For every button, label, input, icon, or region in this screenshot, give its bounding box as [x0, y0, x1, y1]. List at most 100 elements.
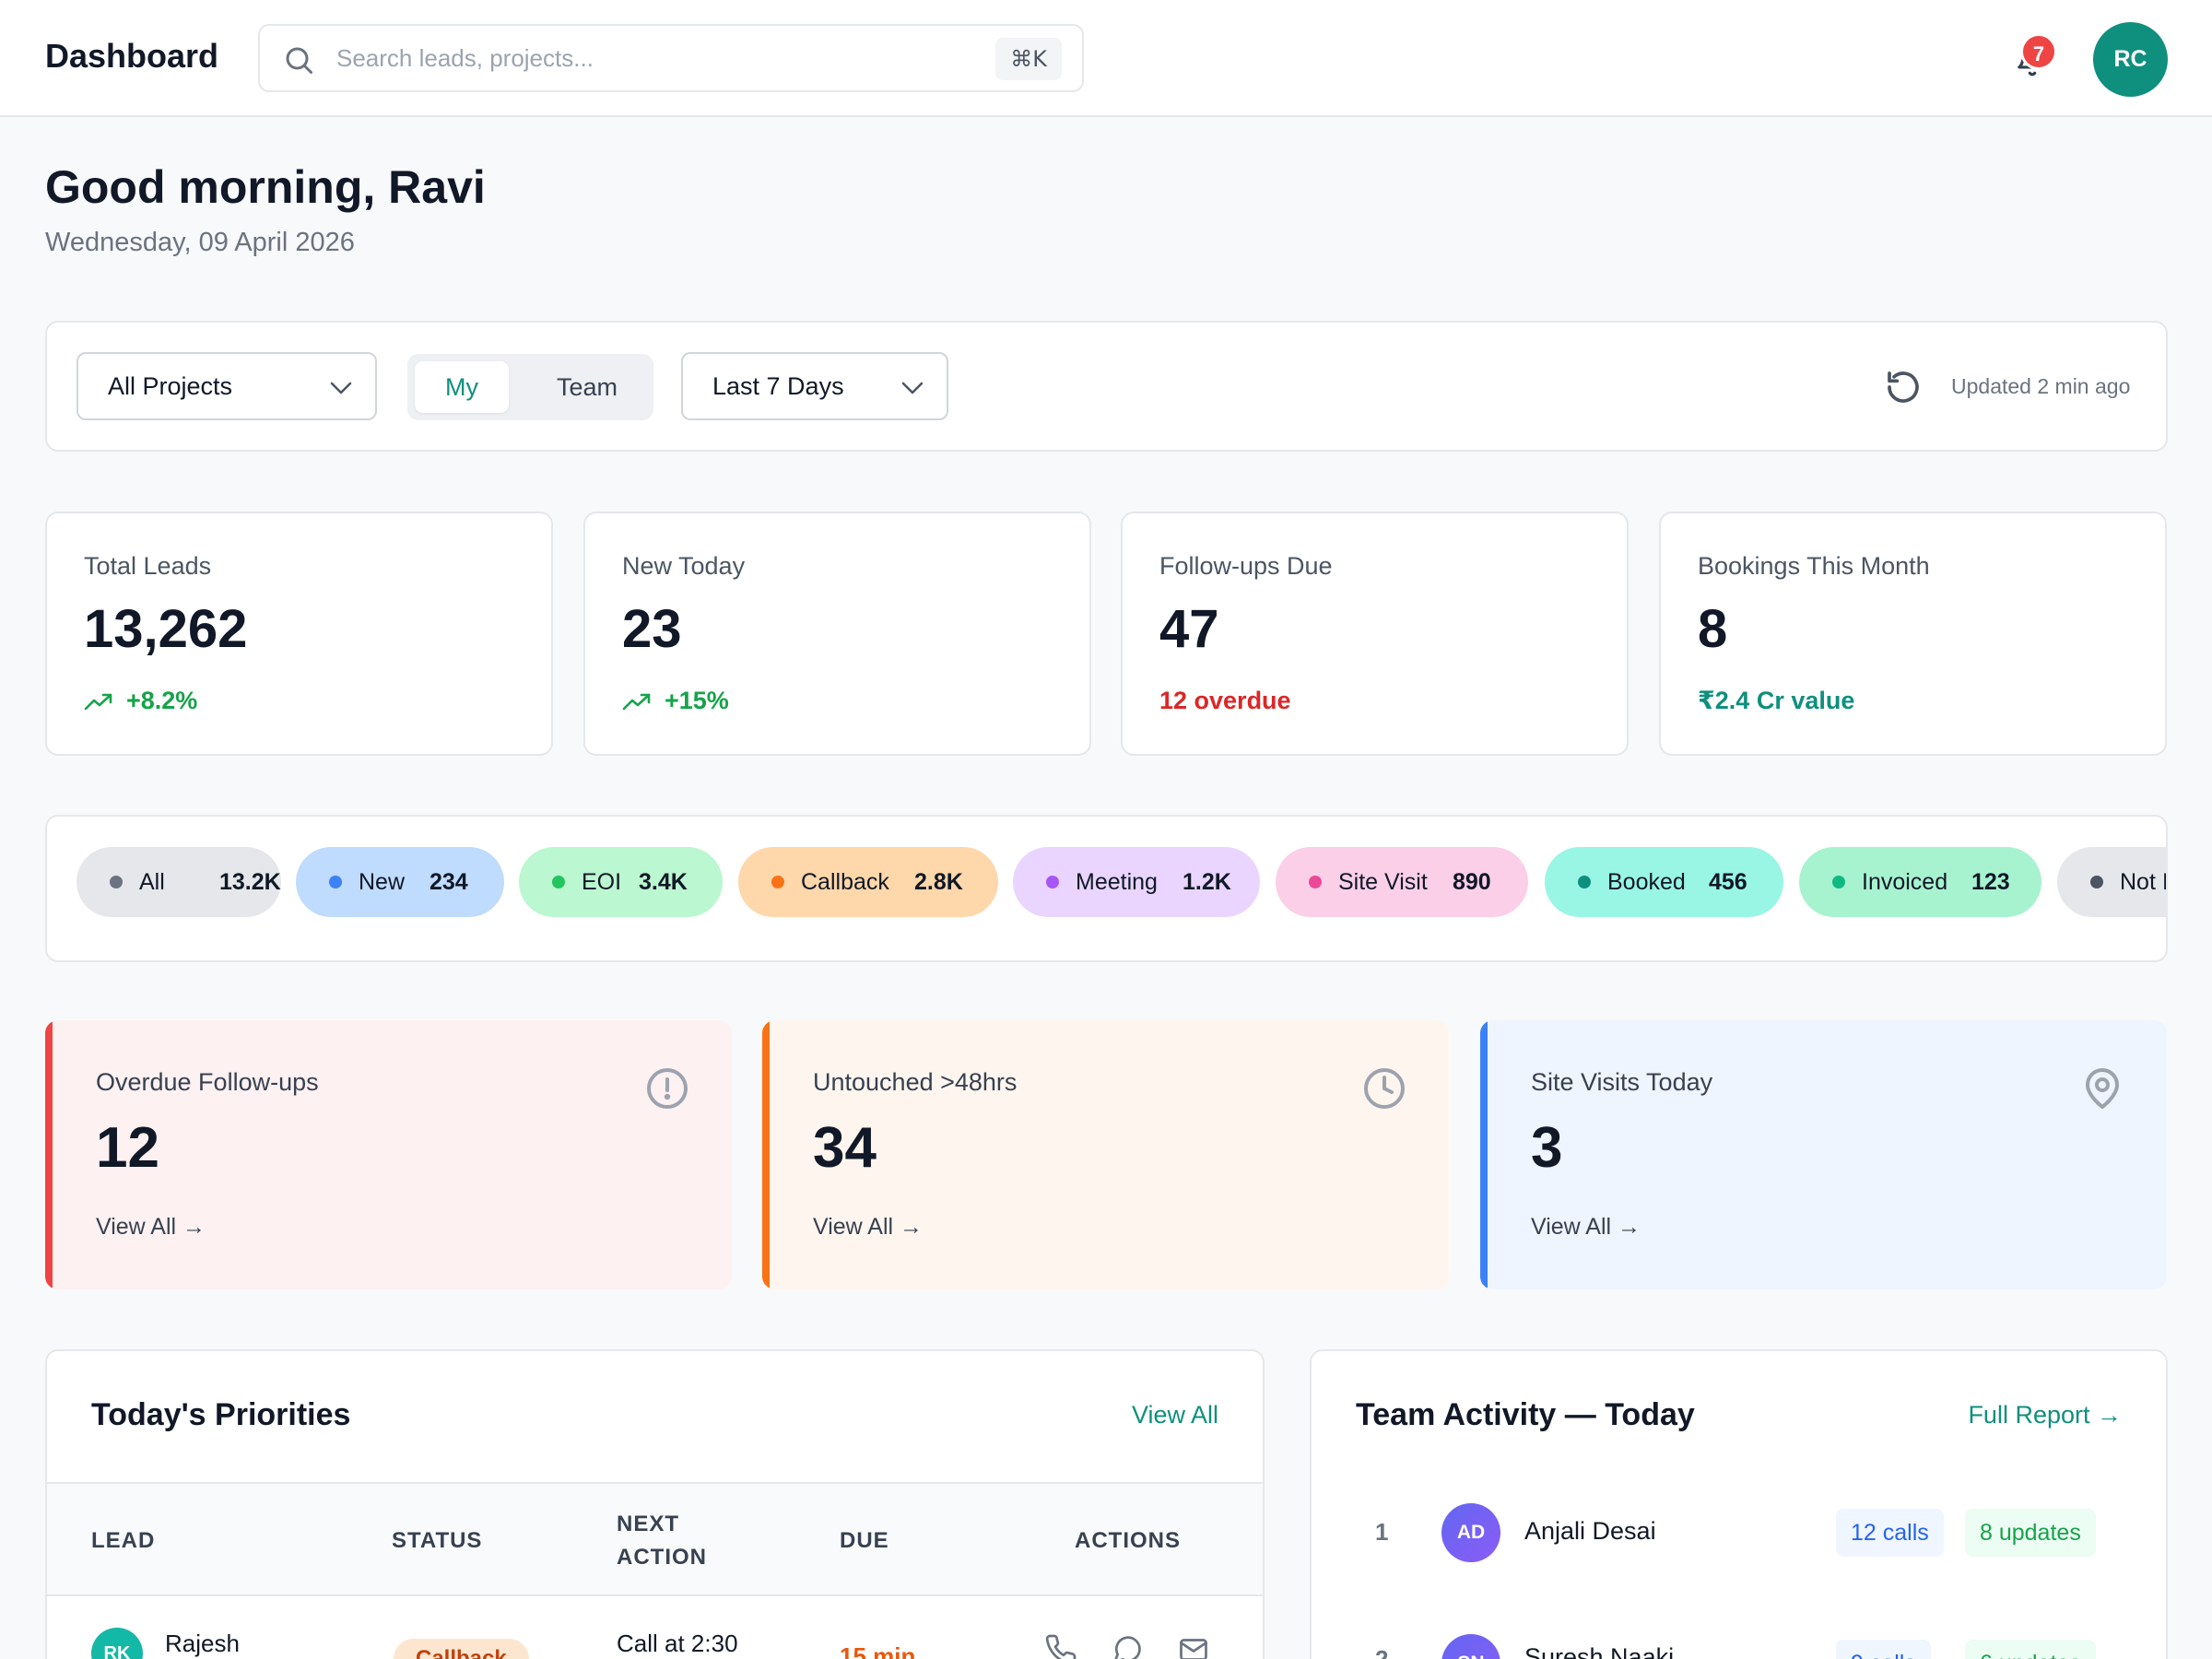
- column-header-status: STATUS: [392, 1528, 483, 1553]
- scope-my-button[interactable]: My: [415, 361, 509, 413]
- kpi-trend-value: +15%: [665, 687, 729, 714]
- status-chip-invoiced[interactable]: Invoiced 123: [1799, 847, 2041, 917]
- kpi-booking-value: ₹2.4 Cr value: [1698, 687, 1855, 714]
- status-chip-bar: All 13.2K New 234 EOI 3.4K Callback 2.8K…: [45, 815, 2168, 962]
- alert-overdue-followups[interactable]: Overdue Follow-ups 12 View All →: [45, 1020, 732, 1289]
- status-dot: [1578, 876, 1591, 888]
- priorities-title: Today's Priorities: [91, 1397, 351, 1432]
- scope-toggle: My Team: [407, 354, 653, 420]
- chip-label: Booked: [1607, 869, 1686, 895]
- kpi-label: Total Leads: [84, 552, 212, 580]
- map-pin-icon: [2086, 1068, 2119, 1109]
- column-header-lead: LEAD: [91, 1528, 156, 1553]
- accent-bar: [762, 1020, 770, 1289]
- chat-icon[interactable]: [1111, 1633, 1144, 1659]
- chip-count: 456: [1709, 869, 1747, 895]
- column-header-due: DUE: [840, 1528, 889, 1553]
- kpi-trend: +15%: [622, 687, 729, 715]
- updates-badge: 8 updates: [1965, 1509, 2096, 1557]
- date-range-select[interactable]: Last 7 Days: [681, 352, 948, 420]
- member-rank: 1: [1375, 1518, 1389, 1546]
- status-dot: [1046, 876, 1059, 888]
- search-icon: [286, 47, 312, 74]
- priorities-panel: Today's Priorities View All LEAD STATUS …: [45, 1349, 1265, 1659]
- chip-count: 13.2K: [219, 869, 281, 895]
- calls-badge: 12 calls: [1836, 1509, 1944, 1557]
- status-chip-all[interactable]: All 13.2K: [76, 847, 281, 917]
- phone-icon[interactable]: [1044, 1633, 1077, 1659]
- status-chip-meeting[interactable]: Meeting 1.2K: [1013, 847, 1260, 917]
- status-chip-eoi[interactable]: EOI 3.4K: [519, 847, 723, 917]
- chip-label: All: [139, 869, 165, 895]
- chip-label: Callback: [801, 869, 889, 895]
- alert-untouched[interactable]: Untouched >48hrs 34 View All →: [762, 1020, 1449, 1289]
- project-select-value: All Projects: [108, 372, 233, 400]
- avatar: RK: [91, 1628, 143, 1659]
- kpi-total-leads[interactable]: Total Leads 13,262 +8.2%: [45, 512, 553, 756]
- kpi-trend-value: +8.2%: [126, 687, 198, 714]
- kpi-value: 23: [622, 599, 682, 659]
- clock-icon: [1364, 1068, 1405, 1109]
- chevron-down-icon: [330, 382, 352, 394]
- status-chip-booked[interactable]: Booked 456: [1545, 847, 1783, 917]
- calls-badge: 9 calls: [1836, 1640, 1931, 1659]
- search-input[interactable]: Search leads, projects... ⌘K: [258, 24, 1084, 92]
- table-header: LEAD STATUS NEXT ACTION DUE ACTIONS: [47, 1482, 1263, 1596]
- updates-badge: 6 updates: [1965, 1640, 2096, 1659]
- chip-label: Invoiced: [1862, 869, 1948, 895]
- kpi-label: New Today: [622, 552, 746, 580]
- alert-value: 12: [96, 1116, 159, 1180]
- status-dot: [1832, 876, 1845, 888]
- scope-team-button[interactable]: Team: [556, 373, 618, 401]
- status-dot: [110, 876, 123, 888]
- alert-value: 3: [1531, 1116, 1563, 1180]
- kpi-overdue-text: 12 overdue: [1159, 687, 1291, 714]
- search-placeholder: Search leads, projects...: [336, 44, 594, 72]
- kpi-label: Bookings This Month: [1698, 552, 1930, 580]
- chip-count: 3.4K: [639, 869, 688, 895]
- alert-site-visits[interactable]: Site Visits Today 3 View All →: [1480, 1020, 2167, 1289]
- kpi-new-today[interactable]: New Today 23 +15%: [583, 512, 1091, 756]
- view-all-link[interactable]: View All →: [813, 1214, 924, 1240]
- status-chip-site-visit[interactable]: Site Visit 890: [1276, 847, 1528, 917]
- view-all-link[interactable]: View All →: [96, 1214, 206, 1240]
- project-select[interactable]: All Projects: [76, 352, 377, 420]
- column-header-next-action: NEXT ACTION: [617, 1512, 707, 1570]
- lead-name[interactable]: Rajesh: [165, 1630, 240, 1657]
- user-avatar[interactable]: RC: [2093, 22, 2168, 97]
- chevron-down-icon: [901, 382, 924, 394]
- top-bar: Dashboard Search leads, projects... ⌘K 7…: [0, 0, 2212, 117]
- mail-icon[interactable]: [1177, 1633, 1210, 1659]
- alert-value: 34: [813, 1116, 877, 1180]
- kpi-bookings-month[interactable]: Bookings This Month 8 ₹2.4 Cr value: [1659, 512, 2167, 756]
- status-chip-not-interested[interactable]: Not I: [2057, 847, 2168, 917]
- view-all-link[interactable]: View All →: [1531, 1214, 1641, 1240]
- kpi-value: 13,262: [84, 599, 248, 659]
- refresh-icon[interactable]: [1885, 369, 1922, 406]
- status-dot: [552, 876, 565, 888]
- kpi-follow-ups-due[interactable]: Follow-ups Due 47 12 overdue: [1121, 512, 1629, 756]
- chip-count: 234: [429, 869, 468, 895]
- trending-up-icon: [84, 693, 112, 711]
- status-dot: [329, 876, 342, 888]
- chip-label: New: [359, 869, 406, 895]
- priorities-view-all[interactable]: View All: [1131, 1401, 1218, 1429]
- chip-count: 890: [1453, 869, 1491, 895]
- date-range-value: Last 7 Days: [712, 372, 844, 400]
- alert-circle-icon: [647, 1068, 688, 1109]
- accent-bar: [1480, 1020, 1488, 1289]
- next-action-text: Call at 2:30: [617, 1630, 738, 1657]
- status-badge: Callback: [394, 1639, 529, 1659]
- current-date: Wednesday, 09 April 2026: [45, 228, 355, 257]
- avatar: AD: [1441, 1503, 1500, 1562]
- accent-bar: [45, 1020, 53, 1289]
- chip-label: Site Visit: [1338, 869, 1428, 895]
- chip-label: Not I: [2120, 869, 2168, 895]
- member-name[interactable]: Suresh Naaki: [1524, 1643, 1675, 1659]
- member-name[interactable]: Anjali Desai: [1524, 1517, 1656, 1545]
- full-report-link[interactable]: Full Report →: [1968, 1401, 2122, 1429]
- status-chip-new[interactable]: New 234: [296, 847, 504, 917]
- kpi-value: 8: [1698, 599, 1728, 659]
- status-chip-callback[interactable]: Callback 2.8K: [738, 847, 998, 917]
- kpi-value: 47: [1159, 599, 1219, 659]
